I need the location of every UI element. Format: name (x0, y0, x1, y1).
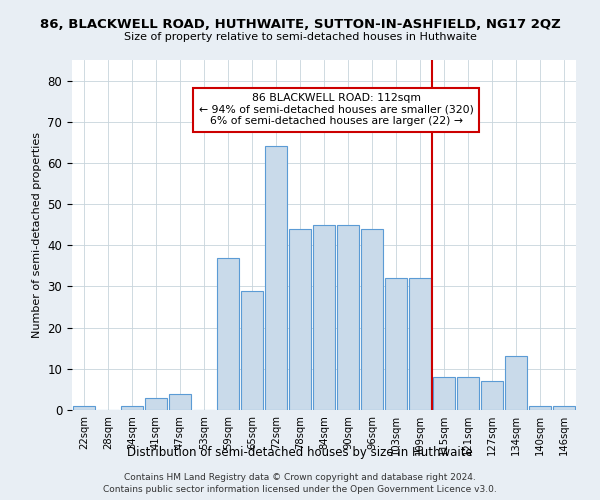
Text: 86, BLACKWELL ROAD, HUTHWAITE, SUTTON-IN-ASHFIELD, NG17 2QZ: 86, BLACKWELL ROAD, HUTHWAITE, SUTTON-IN… (40, 18, 560, 30)
Text: Distribution of semi-detached houses by size in Huthwaite: Distribution of semi-detached houses by … (127, 446, 473, 459)
Bar (385, 278, 407, 410)
Bar (217, 258, 239, 410)
Bar (553, 406, 575, 410)
Bar (241, 290, 263, 410)
Y-axis label: Number of semi-detached properties: Number of semi-detached properties (32, 132, 42, 338)
Text: Contains HM Land Registry data © Crown copyright and database right 2024.: Contains HM Land Registry data © Crown c… (124, 473, 476, 482)
Bar (313, 224, 335, 410)
Bar (169, 394, 191, 410)
Bar (361, 229, 383, 410)
Bar (145, 398, 167, 410)
Text: Contains public sector information licensed under the Open Government Licence v3: Contains public sector information licen… (103, 486, 497, 494)
Bar (289, 229, 311, 410)
Text: Size of property relative to semi-detached houses in Huthwaite: Size of property relative to semi-detach… (124, 32, 476, 42)
Bar (409, 278, 431, 410)
Bar (121, 406, 143, 410)
Bar (433, 377, 455, 410)
Bar (481, 381, 503, 410)
Bar (337, 224, 359, 410)
Bar (457, 377, 479, 410)
Text: 86 BLACKWELL ROAD: 112sqm
← 94% of semi-detached houses are smaller (320)
6% of : 86 BLACKWELL ROAD: 112sqm ← 94% of semi-… (199, 93, 473, 126)
Bar (505, 356, 527, 410)
Bar (529, 406, 551, 410)
Bar (265, 146, 287, 410)
Bar (73, 406, 95, 410)
